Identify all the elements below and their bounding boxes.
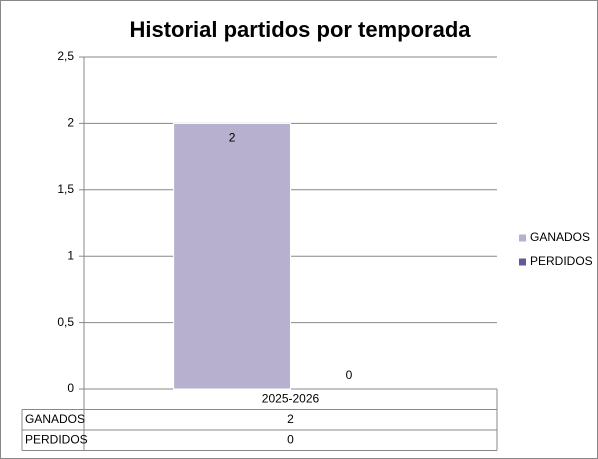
table-value: 2: [287, 412, 294, 426]
table-series-name: GANADOS: [25, 412, 85, 426]
table-series-name: PERDIDOS: [25, 432, 88, 446]
legend-label: GANADOS: [530, 230, 590, 244]
x-tick-label: 2025-2026: [262, 391, 320, 405]
y-tick-label: 2,5: [57, 49, 74, 63]
y-tick-label: 2: [67, 116, 74, 130]
legend-label: PERDIDOS: [530, 254, 593, 268]
legend-swatch: [519, 234, 526, 242]
y-tick-label: 1: [67, 248, 74, 262]
y-tick-label: 0,5: [57, 315, 74, 329]
legend-swatch: [519, 258, 526, 266]
data-label: 2: [229, 131, 236, 145]
data-label: 0: [346, 368, 353, 382]
y-tick-label: 1,5: [57, 182, 74, 196]
table-value: 0: [287, 432, 294, 446]
bar: [173, 122, 291, 390]
chart-title: Historial partidos por temporada: [129, 17, 471, 42]
y-tick-label: 0: [67, 381, 74, 395]
